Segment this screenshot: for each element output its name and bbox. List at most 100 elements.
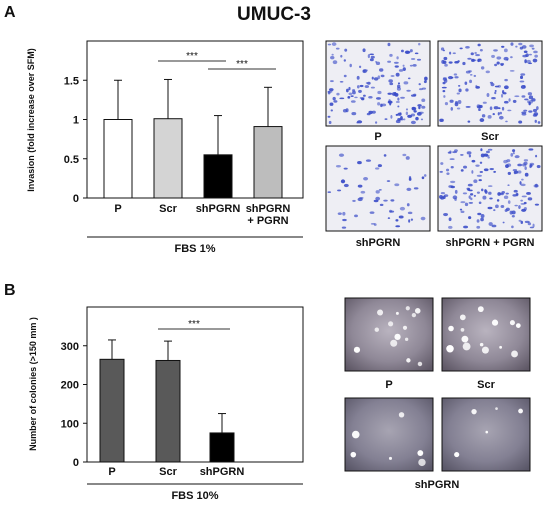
stained-cell [487,156,490,159]
stained-cell [340,179,346,184]
colony [417,361,423,367]
stained-cell [493,209,496,212]
stained-cell [397,97,400,101]
colony [461,335,469,343]
stained-cell [396,86,401,91]
stained-cell [506,159,511,163]
stained-cell [418,106,421,110]
stained-cell [397,105,400,108]
stained-cell [418,83,421,86]
stained-cell [445,168,450,172]
colony [448,325,454,332]
stained-cell [343,59,347,62]
stained-cell [365,82,369,84]
stained-cell [468,216,472,220]
stained-cell [406,203,410,207]
colony [509,320,515,326]
stained-cell [468,189,473,192]
stained-cell [506,163,512,167]
stained-cell [527,197,533,201]
stained-cell [439,118,444,122]
stained-cell [449,51,452,55]
stained-cell [374,121,378,124]
stained-cell [441,86,447,89]
stained-cell [443,194,449,197]
stained-cell [479,118,485,123]
colony [481,346,489,354]
stained-cell [377,75,381,80]
stained-cell [384,118,388,120]
stained-cell [456,107,461,110]
stained-cell [464,81,468,85]
colony [491,319,499,326]
stained-cell [418,42,421,46]
stained-cell [387,92,393,95]
stained-cell [517,163,523,167]
stained-cell [380,74,385,78]
stained-cell [471,58,475,62]
chart-b-y-tick-label: 300 [61,341,79,353]
stained-cell [375,196,381,201]
stained-cell [507,109,512,112]
stained-cell [343,167,348,170]
stained-cell [349,63,352,68]
stained-cell [410,113,416,117]
stained-cell [449,158,455,160]
chart-b-significance-label: *** [188,319,200,330]
stained-cell [463,225,469,229]
stained-cell [496,61,500,65]
stained-cell [507,200,511,204]
stained-cell [498,115,504,120]
stained-cell [442,77,447,79]
stained-cell [505,192,509,195]
stained-cell [505,120,508,123]
stained-cell [484,189,487,193]
stained-cell [467,183,473,187]
stained-cell [473,74,477,77]
stained-cell [462,192,468,195]
stained-cell [403,118,406,121]
stained-cell [423,80,427,84]
stained-cell [531,47,535,50]
chart-a-group-label: FBS 1% [175,243,216,255]
stained-cell [494,89,497,92]
colony [402,325,408,330]
stained-cell [395,225,401,228]
stained-cell [443,212,449,217]
stained-cell [337,212,342,216]
stained-cell [424,76,428,81]
stained-cell [463,165,468,169]
colony [485,430,489,434]
stained-cell [471,170,474,174]
stained-cell [503,100,509,104]
stained-cell [443,95,446,98]
stained-cell [479,170,483,173]
stained-cell [368,110,373,115]
stained-cell [452,52,456,55]
stained-cell [332,96,336,101]
stained-cell [408,219,411,223]
stained-cell [400,96,405,99]
stained-cell [408,177,412,181]
stained-cell [501,106,505,111]
stained-cell [343,74,347,78]
stained-cell [363,94,366,97]
stained-cell [358,89,362,93]
stained-cell [528,148,534,151]
stained-cell [359,84,364,88]
stained-cell [487,148,493,151]
stained-cell [352,199,356,202]
stained-cell [478,108,481,112]
stained-cell [356,75,360,80]
colony [388,321,394,327]
chart-a-marks: *** *** [103,51,283,199]
stained-cell [362,48,366,53]
stained-cell [480,214,485,218]
colony [518,408,523,414]
stained-cell [414,52,419,55]
colony [459,314,466,321]
stained-cell [390,75,395,77]
stained-cell [475,86,480,89]
stained-cell [491,224,497,228]
colony [462,342,471,351]
